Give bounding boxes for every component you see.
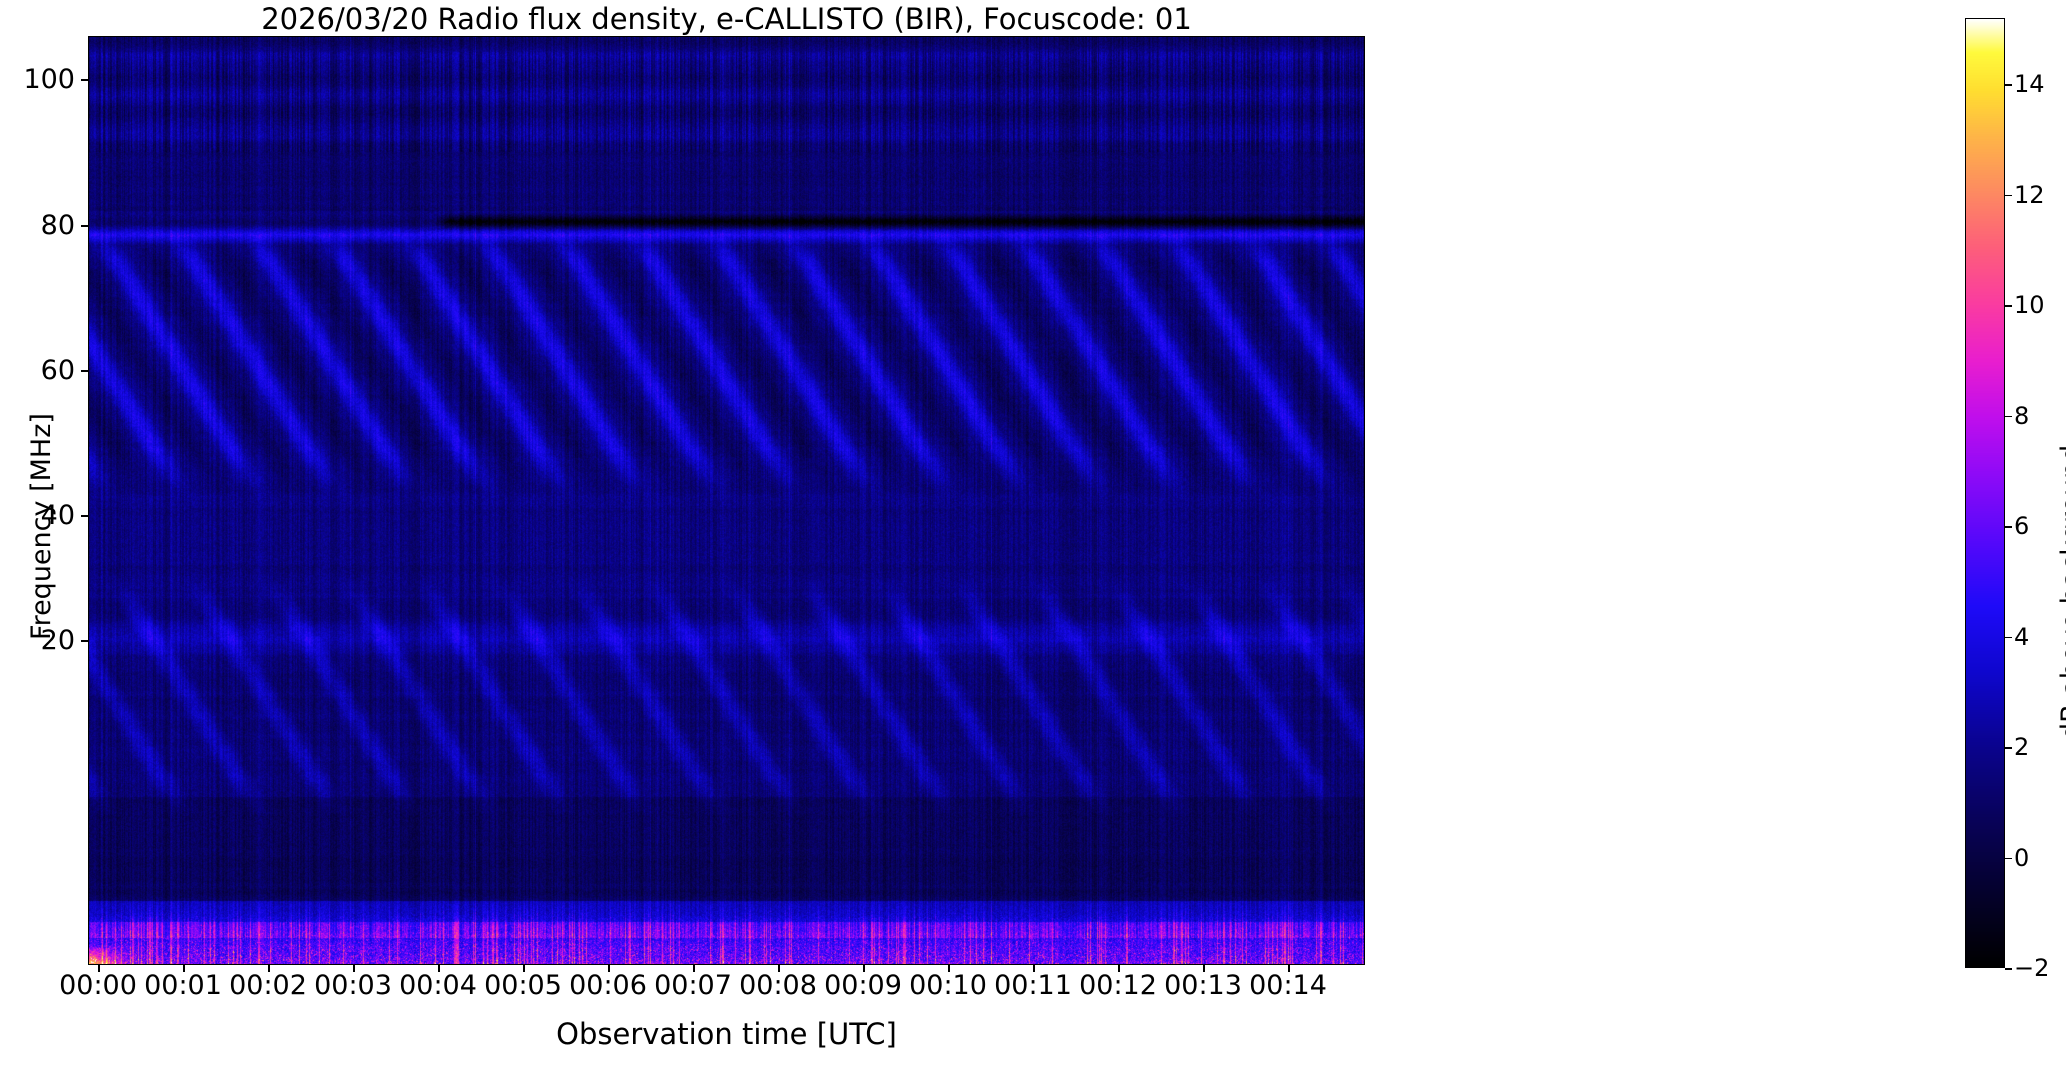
x-tick-label: 00:07 bbox=[654, 970, 732, 1001]
colorbar-tick-label: 12 bbox=[2014, 180, 2045, 209]
colorbar-tick-mark bbox=[2005, 84, 2012, 86]
y-tick-mark bbox=[81, 370, 88, 372]
y-tick-label: 100 bbox=[23, 64, 75, 95]
colorbar-tick-label: 14 bbox=[2014, 70, 2045, 99]
y-tick-mark bbox=[81, 79, 88, 81]
colorbar-tick-label: −2 bbox=[2014, 954, 2050, 982]
colorbar-tick-label: 0 bbox=[2014, 843, 2030, 872]
colorbar-tick-mark bbox=[2005, 968, 2012, 970]
x-tick-mark bbox=[183, 965, 185, 972]
x-tick-label: 00:00 bbox=[59, 970, 137, 1001]
x-tick-label: 00:11 bbox=[994, 970, 1072, 1001]
x-tick-label: 00:04 bbox=[399, 970, 477, 1001]
spectrogram-image bbox=[89, 37, 1364, 964]
colorbar-label: dB above background bbox=[2056, 444, 2066, 740]
colorbar-tick-mark bbox=[2005, 305, 2012, 307]
colorbar-tick-mark bbox=[2005, 747, 2012, 749]
y-tick-mark bbox=[81, 640, 88, 642]
y-tick-label: 20 bbox=[40, 625, 75, 656]
y-tick-mark bbox=[81, 515, 88, 517]
x-tick-mark bbox=[98, 965, 100, 972]
y-tick-label: 40 bbox=[40, 500, 75, 531]
x-tick-mark bbox=[608, 965, 610, 972]
colorbar bbox=[1965, 18, 2005, 968]
colorbar-tick-label: 8 bbox=[2014, 401, 2030, 430]
x-tick-mark bbox=[1118, 965, 1120, 972]
x-tick-mark bbox=[863, 965, 865, 972]
y-tick-label: 80 bbox=[40, 210, 75, 241]
page-title: 2026/03/20 Radio flux density, e-CALLIST… bbox=[261, 2, 1192, 36]
x-tick-mark bbox=[353, 965, 355, 972]
x-tick-label: 00:12 bbox=[1079, 970, 1157, 1001]
colorbar-tick-mark bbox=[2005, 857, 2012, 860]
colorbar-gradient bbox=[1966, 19, 2004, 967]
x-tick-label: 00:13 bbox=[1164, 970, 1242, 1001]
colorbar-tick-mark bbox=[2005, 194, 2012, 197]
x-tick-label: 00:06 bbox=[569, 970, 647, 1001]
x-tick-mark bbox=[948, 965, 950, 972]
x-tick-mark bbox=[778, 965, 780, 972]
x-axis-label: Observation time [UTC] bbox=[556, 1017, 897, 1051]
colorbar-tick-label: 2 bbox=[2014, 733, 2030, 762]
x-tick-mark bbox=[523, 965, 525, 972]
x-tick-label: 00:09 bbox=[824, 970, 902, 1001]
x-tick-label: 00:10 bbox=[909, 970, 987, 1001]
x-tick-label: 00:01 bbox=[144, 970, 222, 1001]
colorbar-tick-label: 10 bbox=[2014, 291, 2045, 320]
colorbar-tick-mark bbox=[2005, 636, 2012, 639]
x-tick-label: 00:08 bbox=[739, 970, 817, 1001]
x-tick-mark bbox=[1033, 965, 1035, 972]
x-tick-label: 00:14 bbox=[1249, 970, 1327, 1001]
x-tick-label: 00:03 bbox=[314, 970, 392, 1001]
x-tick-label: 00:05 bbox=[484, 970, 562, 1001]
colorbar-tick-label: 4 bbox=[2014, 622, 2030, 651]
x-tick-mark bbox=[1288, 965, 1290, 972]
colorbar-tick-mark bbox=[2005, 526, 2012, 528]
y-tick-label: 60 bbox=[40, 355, 75, 386]
x-tick-mark bbox=[438, 965, 440, 972]
colorbar-tick-label: 6 bbox=[2014, 512, 2030, 541]
colorbar-tick-mark bbox=[2005, 415, 2012, 418]
x-tick-mark bbox=[268, 965, 270, 972]
y-tick-mark bbox=[81, 225, 88, 227]
x-tick-label: 00:02 bbox=[229, 970, 307, 1001]
x-tick-mark bbox=[1203, 965, 1205, 972]
spectrogram-plot-area bbox=[88, 36, 1365, 965]
x-tick-mark bbox=[693, 965, 695, 972]
